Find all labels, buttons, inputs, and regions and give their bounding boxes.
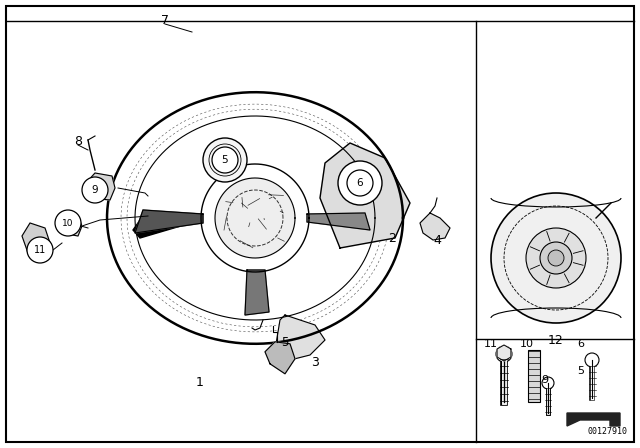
Polygon shape xyxy=(307,213,370,230)
Circle shape xyxy=(27,237,53,263)
Text: 9: 9 xyxy=(541,375,548,385)
Text: 2: 2 xyxy=(388,232,396,245)
Text: 11: 11 xyxy=(484,339,498,349)
Circle shape xyxy=(203,138,247,182)
Polygon shape xyxy=(265,342,295,374)
Polygon shape xyxy=(133,213,201,238)
Text: 4: 4 xyxy=(433,233,441,246)
Polygon shape xyxy=(245,270,269,315)
Polygon shape xyxy=(275,315,325,360)
Text: 5: 5 xyxy=(577,366,584,376)
Circle shape xyxy=(67,221,77,231)
Circle shape xyxy=(491,193,621,323)
Circle shape xyxy=(496,346,512,362)
Circle shape xyxy=(585,353,599,367)
Circle shape xyxy=(338,161,382,205)
Circle shape xyxy=(347,170,373,196)
Text: 5: 5 xyxy=(221,155,228,165)
Polygon shape xyxy=(58,213,82,236)
Text: 8: 8 xyxy=(74,134,82,147)
Text: 6: 6 xyxy=(356,178,364,188)
Bar xyxy=(528,350,540,402)
Text: 9: 9 xyxy=(92,185,99,195)
Text: 12: 12 xyxy=(548,333,564,346)
Text: 10: 10 xyxy=(520,339,534,349)
Text: 5: 5 xyxy=(282,336,289,349)
Circle shape xyxy=(542,377,554,389)
Text: 00127910: 00127910 xyxy=(588,427,628,436)
Circle shape xyxy=(82,177,108,203)
Circle shape xyxy=(526,228,586,288)
Text: 6: 6 xyxy=(577,339,584,349)
Circle shape xyxy=(540,242,572,274)
Polygon shape xyxy=(320,143,410,248)
Text: 7: 7 xyxy=(161,13,169,26)
Text: 3: 3 xyxy=(311,356,319,369)
Text: 10: 10 xyxy=(62,219,74,228)
Polygon shape xyxy=(85,173,115,200)
Polygon shape xyxy=(135,210,203,233)
Polygon shape xyxy=(215,178,295,258)
Circle shape xyxy=(350,173,370,193)
Circle shape xyxy=(55,210,81,236)
Circle shape xyxy=(212,147,238,173)
Polygon shape xyxy=(420,213,450,240)
Text: 1: 1 xyxy=(196,376,204,389)
Circle shape xyxy=(548,250,564,266)
Polygon shape xyxy=(497,345,511,361)
Polygon shape xyxy=(22,223,50,256)
Polygon shape xyxy=(567,413,620,426)
Text: 11: 11 xyxy=(34,245,46,255)
